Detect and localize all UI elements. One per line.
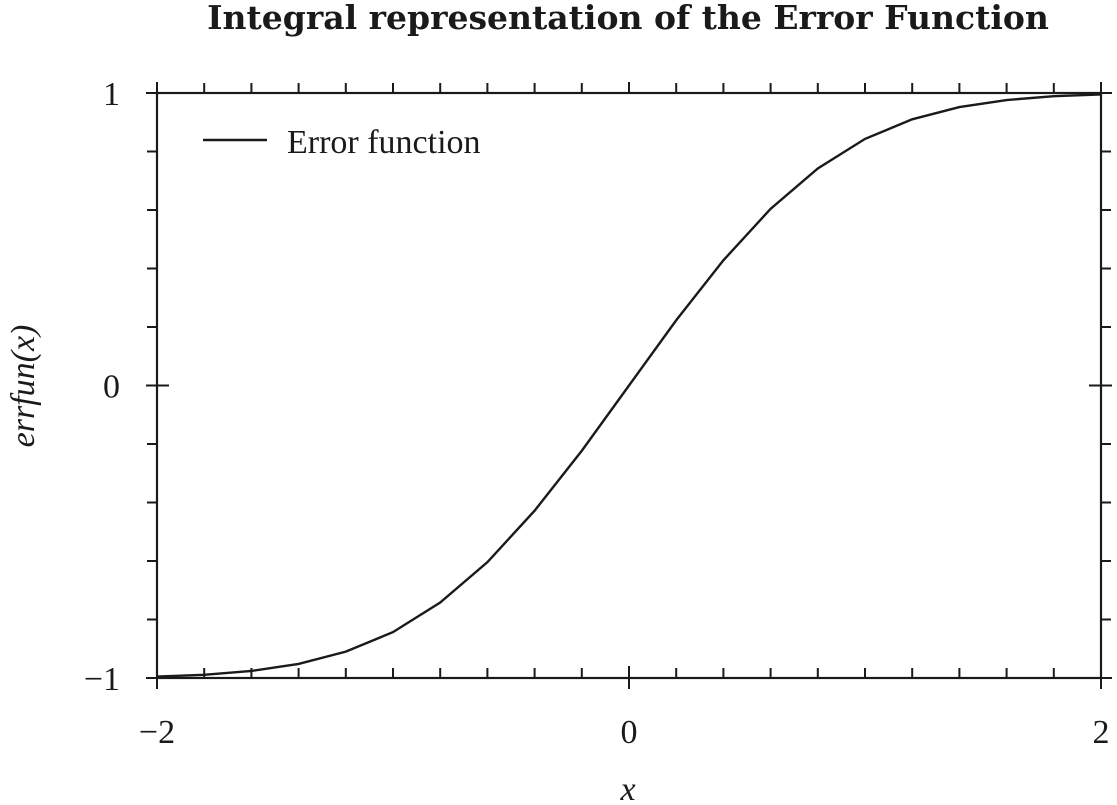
plot-frame <box>155 91 1103 680</box>
legend-label-error-function: Error function <box>287 124 481 161</box>
legend: Error function <box>203 124 481 161</box>
axis-ticks <box>146 82 1112 689</box>
x-tick-label: −2 <box>139 714 175 751</box>
chart-title: Integral representation of the Error Fun… <box>207 0 1049 37</box>
series-line-error-function <box>156 93 1102 678</box>
y-axis-label: errfun(x) <box>5 325 42 448</box>
x-axis-label: x <box>619 771 635 805</box>
x-tick-label: 0 <box>621 714 638 751</box>
y-tick-label: −1 <box>84 661 120 698</box>
y-tick-label: 1 <box>103 76 120 113</box>
x-tick-label: 2 <box>1093 714 1110 751</box>
tick-labels: −2 0 2 −1 0 1 <box>84 76 1110 751</box>
y-tick-label: 0 <box>103 369 120 406</box>
